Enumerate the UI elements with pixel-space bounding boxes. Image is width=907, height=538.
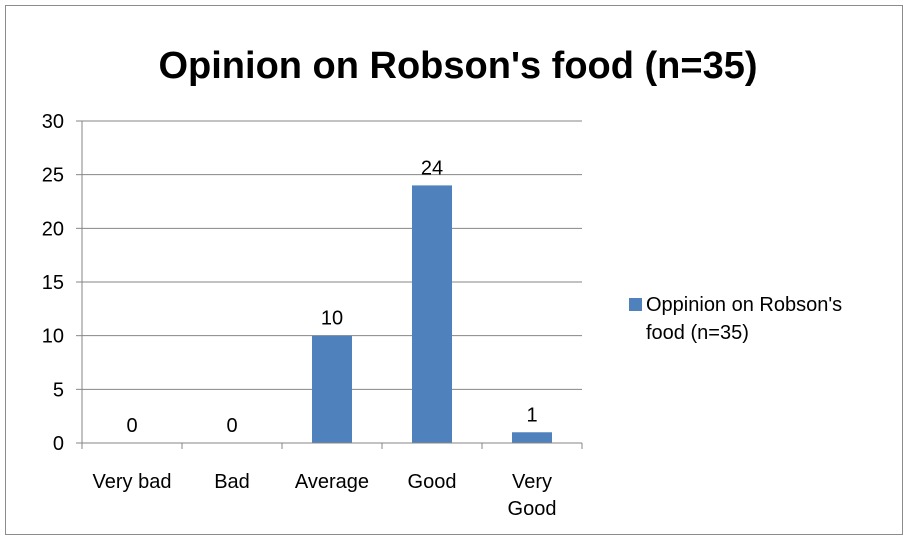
bar bbox=[312, 335, 352, 443]
y-tick-labels: 0 5 10 15 20 25 30 bbox=[42, 111, 64, 455]
y-tick-label: 10 bbox=[42, 326, 64, 348]
bar bbox=[512, 432, 552, 443]
y-tick-label: 25 bbox=[42, 165, 64, 187]
data-label: 0 bbox=[226, 415, 237, 437]
data-label: 0 bbox=[126, 415, 137, 437]
category-label: Average bbox=[295, 471, 369, 493]
gridlines bbox=[76, 120, 582, 444]
y-tick-label: 15 bbox=[42, 272, 64, 294]
legend-label: Oppinion on Robson's food (n=35) bbox=[646, 294, 842, 344]
y-tick-label: 0 bbox=[53, 433, 64, 455]
chart-title: Opinion on Robson's food (n=35) bbox=[158, 45, 757, 87]
legend-swatch bbox=[629, 298, 642, 311]
data-label: 24 bbox=[421, 157, 443, 179]
chart-frame: Opinion on Robson's food (n=35) 0 5 10 15 20… bbox=[5, 5, 903, 535]
bars bbox=[312, 185, 552, 443]
axes bbox=[81, 121, 583, 449]
data-labels: 0 0 10 24 1 bbox=[126, 157, 537, 437]
legend: Oppinion on Robson's food (n=35) bbox=[629, 294, 842, 344]
category-label: Bad bbox=[214, 471, 250, 493]
y-tick-label: 30 bbox=[42, 111, 64, 133]
y-tick-label: 20 bbox=[42, 218, 64, 240]
data-label: 10 bbox=[321, 308, 343, 330]
bar bbox=[412, 185, 452, 443]
data-label: 1 bbox=[526, 404, 537, 426]
bar-chart: Opinion on Robson's food (n=35) 05101520… bbox=[42, 45, 842, 520]
category-label: Very bad bbox=[93, 471, 172, 493]
category-label: Very Good bbox=[508, 471, 557, 520]
category-labels: Very bad Bad Average Good Very Good bbox=[93, 471, 557, 520]
y-tick-label: 5 bbox=[53, 379, 64, 401]
category-label: Good bbox=[408, 471, 457, 493]
